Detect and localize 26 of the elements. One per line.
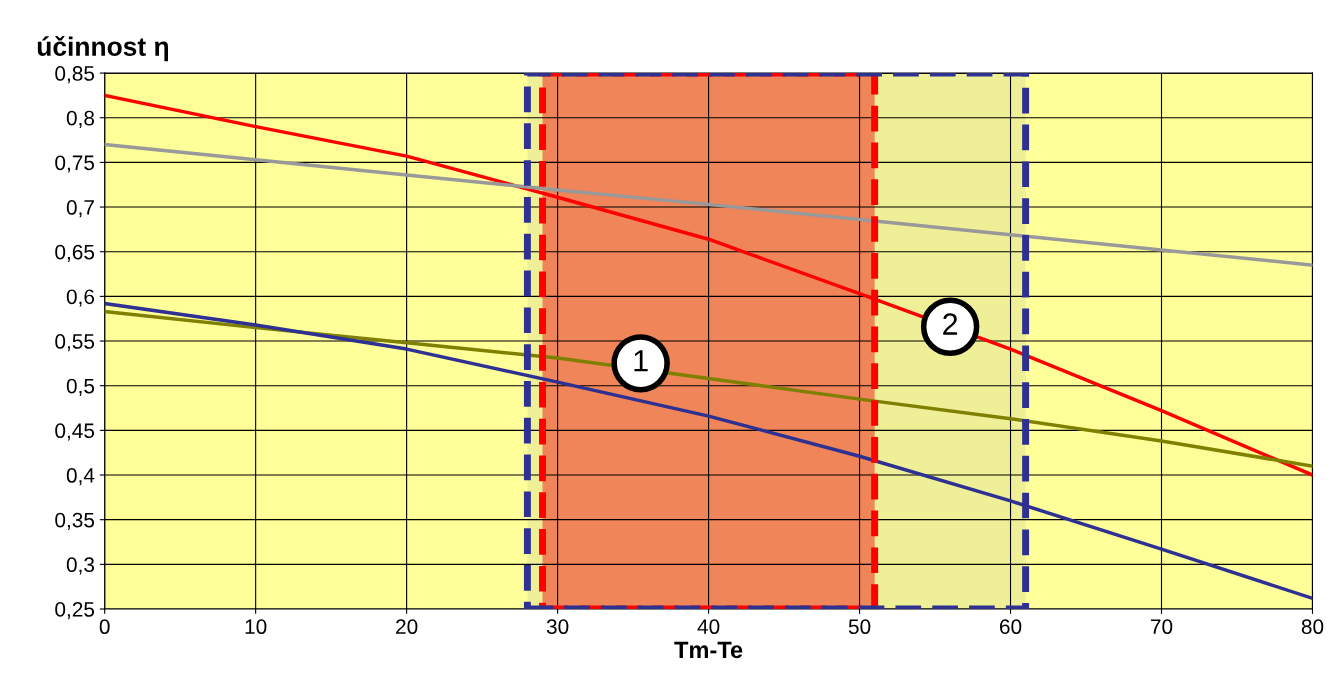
x-tick-label: 70 (1150, 619, 1173, 635)
x-tick-label: 30 (546, 619, 569, 635)
y-tick-label: 0,6 (66, 289, 95, 307)
y-tick-label: 0,65 (55, 244, 95, 262)
x-axis-title: Tm-Te (674, 641, 743, 659)
y-tick-label: 0,3 (66, 557, 95, 575)
x-tick-label: 0 (99, 619, 110, 635)
y-tick-label: 0,45 (55, 423, 95, 441)
x-tick-label: 40 (697, 619, 720, 635)
y-tick-label: 0,35 (55, 512, 95, 530)
y-axis-title: účinnost η (37, 35, 168, 62)
x-tick-label: 80 (1301, 619, 1324, 635)
y-tick-label: 0,85 (55, 66, 95, 84)
annotation: 2 (943, 313, 958, 335)
x-tick-label: 60 (1000, 619, 1022, 635)
y-tick-label: 0,25 (55, 602, 95, 620)
y-tick-label: 0,8 (66, 110, 95, 128)
y-tick-label: 0,75 (55, 155, 95, 173)
x-tick-label: 20 (396, 619, 418, 635)
annotation: 1 (634, 350, 648, 372)
y-tick-label: 0,4 (66, 468, 95, 486)
x-tick-label: 10 (245, 619, 267, 635)
y-tick-label: 0,55 (55, 334, 95, 352)
y-tick-label: 0,7 (66, 200, 94, 218)
x-tick-label: 50 (848, 619, 871, 635)
y-tick-label: 0,5 (66, 378, 95, 396)
